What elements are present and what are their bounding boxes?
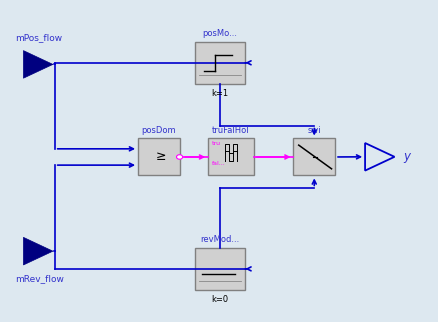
Text: k=0: k=0 [212,295,229,304]
Bar [195,42,245,84]
Text: posDom: posDom [141,126,176,135]
Bar [195,248,245,290]
Text: fal...: fal... [212,161,225,166]
Text: k=1: k=1 [212,89,229,98]
Text: revMod...: revMod... [201,235,240,244]
Text: ≥: ≥ [155,150,166,164]
Circle shape [177,155,183,159]
Bar [293,138,335,175]
Text: y: y [403,150,410,163]
Text: tru: tru [212,141,221,147]
Text: truFalHol: truFalHol [212,126,250,135]
Text: swi: swi [307,126,321,135]
Bar [138,138,180,175]
Polygon shape [24,237,53,265]
Bar [208,138,254,175]
Polygon shape [24,51,53,78]
Text: mPos_flow: mPos_flow [15,33,63,42]
Text: posMo...: posMo... [203,29,237,38]
Text: mRev_flow: mRev_flow [15,274,64,283]
